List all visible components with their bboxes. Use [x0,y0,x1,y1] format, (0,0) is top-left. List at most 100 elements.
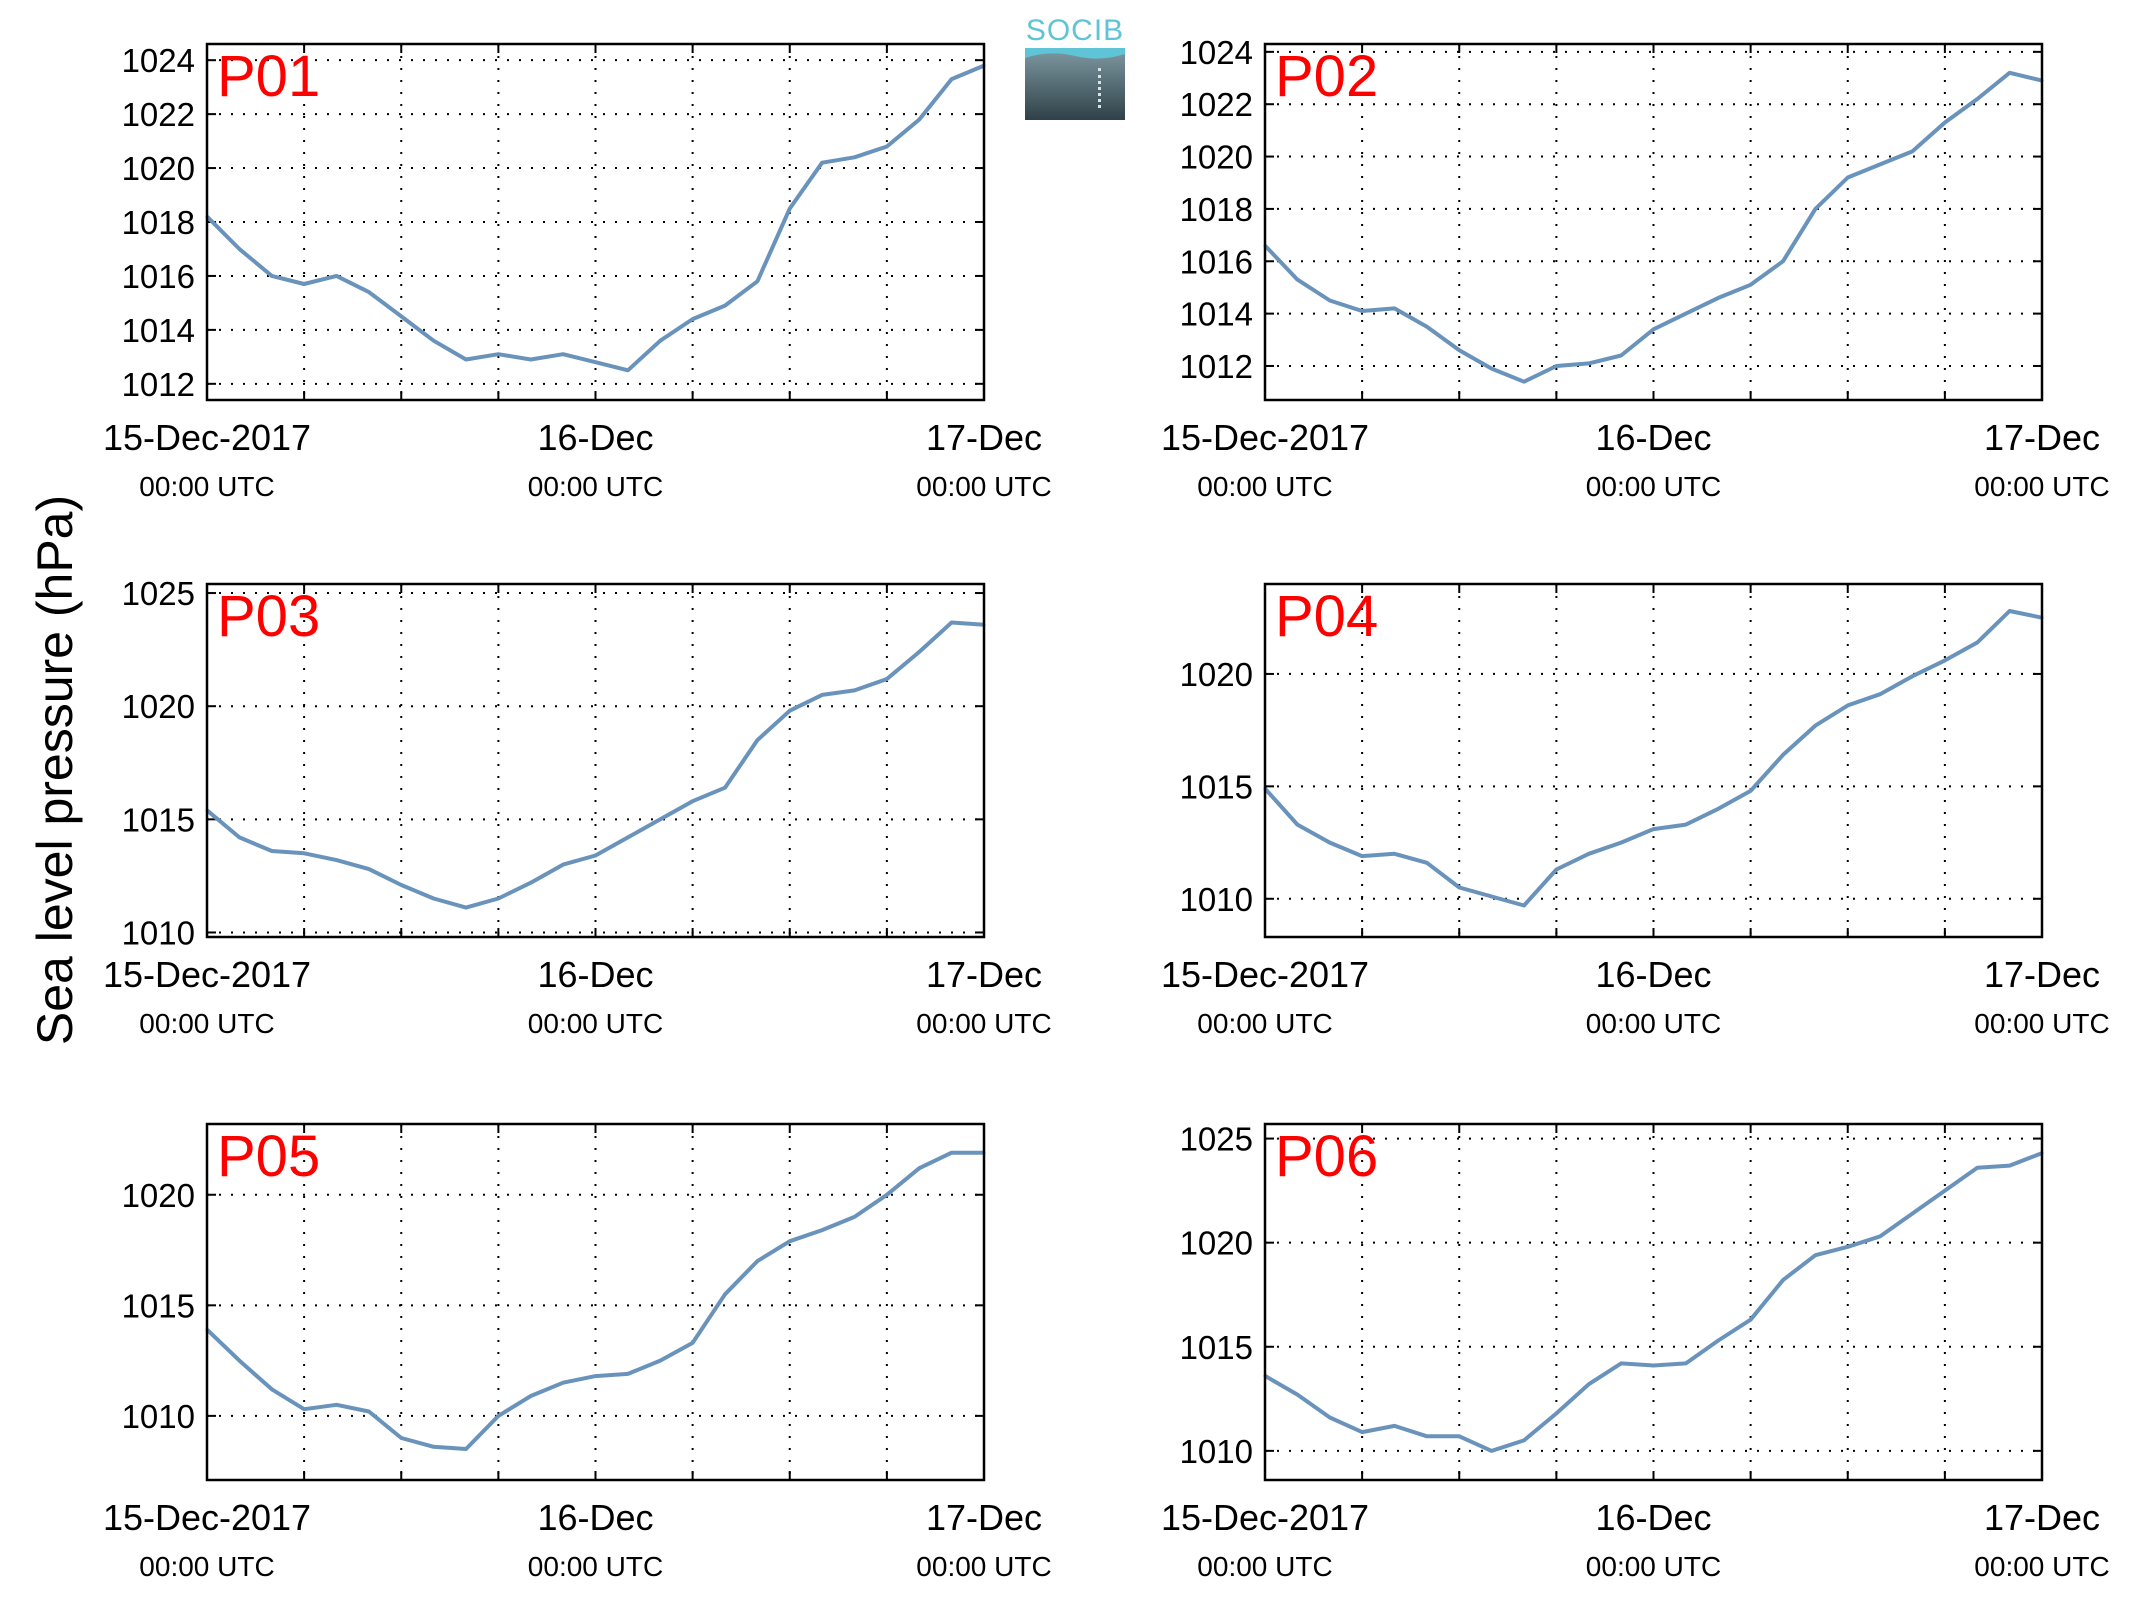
data-point [626,835,630,839]
data-point [302,1407,306,1411]
data-point [2008,1164,2012,1168]
data-point [723,786,727,790]
data-point [335,1403,338,1407]
x-tick-sublabel: 00:00 UTC [1197,471,1332,502]
data-point [1457,348,1461,352]
data-point [755,1259,759,1263]
data-point [1328,299,1332,303]
data-point [1781,1278,1785,1282]
data-point [335,274,338,278]
data-point [1911,674,1914,678]
panel-p01: 1012 1014 1016 1018 1020 1022 1024 15-Dec-2017 0… [103,42,1052,502]
data-point [1911,1212,1914,1216]
data-point [1749,1318,1753,1322]
x-tick-sublabel: 00:00 UTC [528,1008,663,1039]
data-point [561,352,565,356]
panel-p02: 1012 1014 1016 1018 1020 1022 1024 15-Dec-2017 0… [1161,34,2110,502]
data-point [1975,1166,1979,1170]
x-tick-label: 16-Dec [1595,417,1711,458]
y-tick-label: 1022 [122,96,195,133]
data-point [853,1215,856,1219]
x-tick-label: 15-Dec-2017 [103,1497,311,1538]
data-point [529,881,533,885]
data-point [399,314,403,318]
y-tick-label: 1010 [122,1398,195,1435]
data-point [1716,296,1720,300]
station-label: P01 [217,44,320,109]
station-label: P04 [1275,584,1378,649]
data-point [237,1359,241,1363]
x-tick-label: 16-Dec [537,417,653,458]
x-tick-sublabel: 00:00 UTC [1974,471,2109,502]
data-point [496,897,500,901]
data-point [1457,886,1461,890]
y-tick-label: 1025 [1180,1121,1253,1158]
x-tick-label: 15-Dec-2017 [103,417,311,458]
data-point [1846,1245,1850,1249]
data-point [1619,841,1623,845]
data-point [1813,207,1817,211]
data-point [432,897,436,901]
data-point [1846,703,1850,707]
data-point [367,867,371,871]
data-point [788,1239,792,1243]
data-point [1522,1438,1526,1442]
data-point [658,1359,662,1363]
x-tick-label: 16-Dec [537,1497,653,1538]
y-tick-label: 1020 [122,688,195,725]
data-point [691,1341,695,1345]
data-point [1393,306,1396,310]
data-point [1813,1253,1817,1257]
data-point [1328,1416,1332,1420]
data-point [1684,823,1688,827]
data-point [464,358,468,362]
y-tick-label: 1020 [1180,1225,1253,1262]
data-point [626,368,630,372]
x-tick-label: 17-Dec [1984,954,2100,995]
station-label: P06 [1275,1124,1378,1189]
y-tick-label: 1010 [1180,881,1253,918]
data-point [820,1228,824,1232]
data-point [1393,1424,1396,1428]
data-point [1328,841,1332,845]
y-tick-label: 1016 [1180,243,1253,280]
y-tick-label: 1020 [122,1177,195,1214]
data-point [270,274,274,278]
data-point [1684,312,1688,316]
data-point [1457,1434,1461,1438]
data-point [658,339,662,343]
data-point [1975,640,1979,644]
data-point [1943,1189,1947,1193]
data-point [1295,823,1299,827]
y-tick-label: 1015 [1180,1329,1253,1366]
data-point [1522,380,1526,384]
data-point [885,1193,889,1197]
x-tick-sublabel: 00:00 UTC [528,1551,663,1582]
data-point [496,1414,500,1418]
y-tick-label: 1025 [122,575,195,612]
x-tick-sublabel: 00:00 UTC [1974,1008,2109,1039]
data-point [432,1445,436,1449]
data-point [1425,861,1429,865]
data-point [755,738,759,742]
data-point [917,650,921,654]
y-tick-label: 1012 [1180,348,1253,385]
x-tick-label: 15-Dec-2017 [1161,954,1369,995]
data-point [237,247,241,251]
data-point [788,709,792,713]
data-point [788,207,792,211]
x-tick-sublabel: 00:00 UTC [1586,1008,1721,1039]
data-point [464,906,468,910]
data-point [367,290,371,294]
data-point [594,360,597,364]
y-tick-label: 1024 [122,42,195,79]
x-tick-label: 17-Dec [926,417,1042,458]
data-point [1749,283,1753,287]
panel-p03: 1010 1015 1020 1025 15-Dec-2017 00:00 UTC 16-D… [103,575,1052,1039]
data-point [1716,807,1720,811]
x-tick-label: 16-Dec [537,954,653,995]
data-point [885,677,889,681]
data-point [1490,1449,1494,1453]
x-tick-label: 16-Dec [1595,1497,1711,1538]
data-point [1490,367,1494,371]
